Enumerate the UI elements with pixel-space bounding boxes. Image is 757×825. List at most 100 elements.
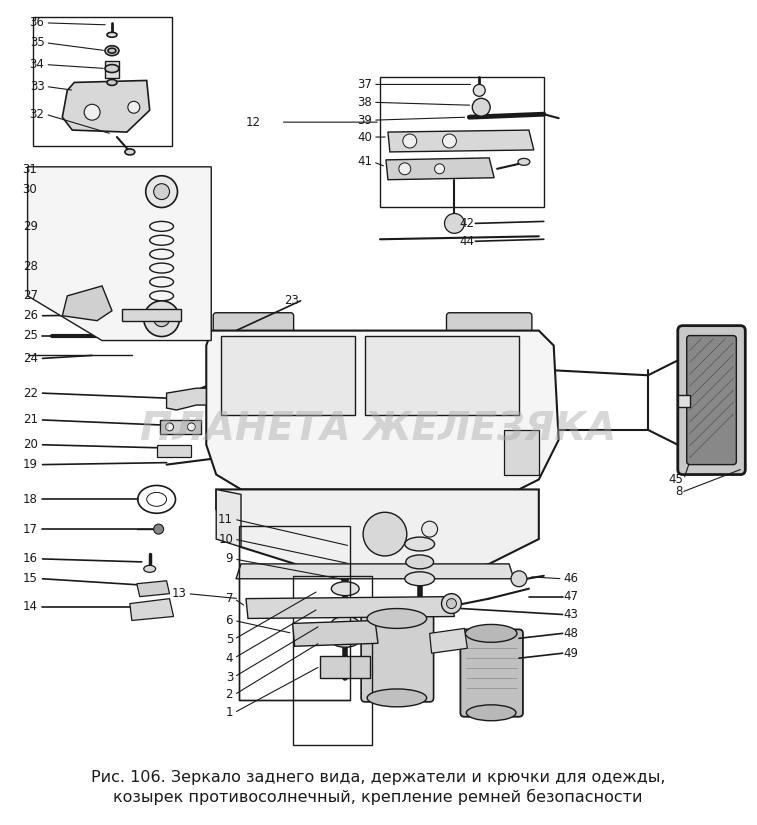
Polygon shape xyxy=(388,130,534,152)
Ellipse shape xyxy=(105,64,119,73)
Circle shape xyxy=(154,184,170,200)
FancyBboxPatch shape xyxy=(447,313,532,341)
Circle shape xyxy=(166,423,173,431)
Circle shape xyxy=(444,214,464,233)
Text: 8: 8 xyxy=(675,485,683,498)
Text: 20: 20 xyxy=(23,438,38,451)
Circle shape xyxy=(403,134,416,148)
Text: 24: 24 xyxy=(23,352,38,365)
Text: 3: 3 xyxy=(226,671,233,684)
Bar xyxy=(380,78,544,206)
FancyBboxPatch shape xyxy=(342,492,457,572)
Ellipse shape xyxy=(518,158,530,165)
Polygon shape xyxy=(386,158,494,180)
Text: 45: 45 xyxy=(668,473,683,486)
Text: 9: 9 xyxy=(226,553,233,565)
Polygon shape xyxy=(221,336,355,415)
Text: 21: 21 xyxy=(23,413,38,427)
Bar xyxy=(105,60,119,78)
Polygon shape xyxy=(246,596,454,619)
Polygon shape xyxy=(217,489,539,574)
Text: 22: 22 xyxy=(23,387,38,399)
Ellipse shape xyxy=(405,537,435,551)
Circle shape xyxy=(84,104,100,120)
Polygon shape xyxy=(62,81,150,132)
Text: 39: 39 xyxy=(357,114,372,127)
Circle shape xyxy=(435,164,444,174)
Text: 27: 27 xyxy=(23,290,38,302)
Text: 18: 18 xyxy=(23,493,38,506)
Ellipse shape xyxy=(107,79,117,86)
FancyBboxPatch shape xyxy=(460,629,523,717)
Text: 1: 1 xyxy=(226,706,233,719)
Ellipse shape xyxy=(466,705,516,721)
Text: 19: 19 xyxy=(23,458,38,471)
Text: 38: 38 xyxy=(357,96,372,109)
Text: 43: 43 xyxy=(564,608,578,621)
Polygon shape xyxy=(27,167,211,341)
Text: 17: 17 xyxy=(23,523,38,535)
Text: 6: 6 xyxy=(226,614,233,627)
Bar xyxy=(678,395,690,407)
Polygon shape xyxy=(365,336,519,415)
Text: 26: 26 xyxy=(23,309,38,323)
Ellipse shape xyxy=(332,600,359,614)
FancyBboxPatch shape xyxy=(213,313,294,341)
Bar xyxy=(320,656,370,678)
Circle shape xyxy=(422,521,438,537)
Text: 37: 37 xyxy=(357,78,372,91)
Polygon shape xyxy=(293,620,378,646)
Circle shape xyxy=(363,512,407,556)
Ellipse shape xyxy=(125,149,135,155)
Text: 16: 16 xyxy=(23,553,38,565)
Circle shape xyxy=(447,599,456,609)
Polygon shape xyxy=(206,331,559,489)
Circle shape xyxy=(154,524,164,534)
Bar xyxy=(504,430,539,474)
Circle shape xyxy=(399,163,411,175)
Ellipse shape xyxy=(332,616,359,630)
Ellipse shape xyxy=(105,45,119,55)
Bar xyxy=(160,420,201,434)
Bar xyxy=(293,576,372,744)
Text: ПЛАНЕТА ЖЕЛЕЗЯКА: ПЛАНЕТА ЖЕЛЕЗЯКА xyxy=(140,411,616,449)
Ellipse shape xyxy=(406,555,434,569)
Circle shape xyxy=(511,571,527,587)
FancyBboxPatch shape xyxy=(687,336,737,464)
Text: 15: 15 xyxy=(23,573,38,585)
Ellipse shape xyxy=(332,582,359,596)
Text: 13: 13 xyxy=(172,587,186,600)
Text: 29: 29 xyxy=(23,220,38,233)
Ellipse shape xyxy=(466,625,517,643)
Polygon shape xyxy=(217,489,241,547)
FancyBboxPatch shape xyxy=(678,326,746,474)
Text: 33: 33 xyxy=(30,80,45,93)
Text: 25: 25 xyxy=(23,329,38,342)
Circle shape xyxy=(145,176,177,208)
Ellipse shape xyxy=(367,689,427,707)
Polygon shape xyxy=(430,629,467,653)
Text: 47: 47 xyxy=(564,590,578,603)
Bar xyxy=(33,17,172,146)
Ellipse shape xyxy=(107,32,117,37)
Text: 36: 36 xyxy=(30,16,45,30)
Text: 12: 12 xyxy=(246,116,261,129)
Text: 46: 46 xyxy=(564,573,578,585)
Circle shape xyxy=(188,423,195,431)
Ellipse shape xyxy=(108,48,116,53)
Text: 4: 4 xyxy=(226,652,233,665)
Circle shape xyxy=(472,98,491,116)
Text: 42: 42 xyxy=(459,217,475,230)
Ellipse shape xyxy=(144,565,156,573)
Text: 31: 31 xyxy=(23,163,38,177)
Text: 34: 34 xyxy=(30,58,45,71)
Circle shape xyxy=(154,311,170,327)
Circle shape xyxy=(128,101,140,113)
Circle shape xyxy=(473,84,485,97)
Ellipse shape xyxy=(332,634,359,648)
Circle shape xyxy=(441,594,461,614)
Circle shape xyxy=(443,134,456,148)
Polygon shape xyxy=(62,286,112,321)
Text: 44: 44 xyxy=(459,235,475,247)
Polygon shape xyxy=(167,389,206,410)
